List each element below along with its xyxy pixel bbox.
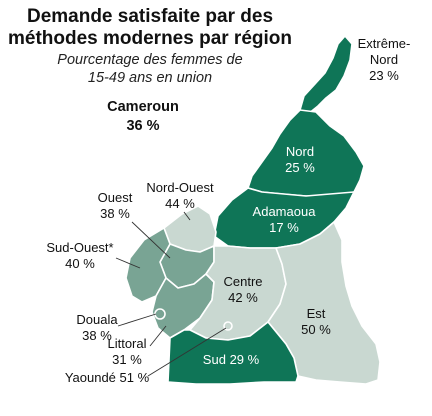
label-douala-name: Douala <box>72 312 122 328</box>
label-sud-ouest-value: 40 % <box>40 256 120 272</box>
label-ouest: Ouest 38 % <box>90 190 140 222</box>
national-name: Cameroun <box>88 98 198 117</box>
label-littoral-value: 31 % <box>100 352 154 368</box>
label-adamaoua: Adamaoua 17 % <box>244 204 324 236</box>
label-extreme-nord-name-2: Nord <box>352 52 416 68</box>
label-sud-ouest: Sud-Ouest* 40 % <box>40 240 120 272</box>
label-nord: Nord 25 % <box>270 144 330 176</box>
label-est-name: Est <box>294 306 338 322</box>
label-sud-ouest-name: Sud-Ouest* <box>40 240 120 256</box>
label-sud-value: 29 % <box>230 352 260 367</box>
label-sud-name: Sud <box>203 352 226 367</box>
label-nord-name: Nord <box>270 144 330 160</box>
label-ouest-value: 38 % <box>90 206 140 222</box>
map-subtitle-line-2: 15-49 ans en union <box>0 70 300 87</box>
label-yaounde-value: 51 % <box>120 370 150 385</box>
map-subtitle-line-1: Pourcentage des femmes de <box>0 52 300 69</box>
label-yaounde-name: Yaoundé <box>65 370 116 385</box>
leader-douala <box>118 314 156 326</box>
label-extreme-nord-name-1: Extrême- <box>352 36 416 52</box>
label-est: Est 50 % <box>294 306 338 338</box>
label-nord-ouest-value: 44 % <box>140 196 220 212</box>
label-est-value: 50 % <box>294 322 338 338</box>
region-extreme-nord[interactable] <box>300 36 352 114</box>
label-extreme-nord-value: 23 % <box>352 68 416 84</box>
region-douala[interactable] <box>155 309 165 319</box>
label-adamaoua-value: 17 % <box>244 220 324 236</box>
label-littoral-name: Littoral <box>100 336 154 352</box>
label-extreme-nord: Extrême- Nord 23 % <box>352 36 416 84</box>
label-ouest-name: Ouest <box>90 190 140 206</box>
map-title-line-2: méthodes modernes par région <box>0 28 300 50</box>
label-yaounde: Yaoundé 51 % <box>62 370 152 386</box>
map-title-line-1: Demande satisfaite par des <box>0 6 300 28</box>
label-centre: Centre 42 % <box>218 274 268 306</box>
national-value: 36 % <box>88 117 198 136</box>
label-nord-ouest: Nord-Ouest 44 % <box>140 180 220 212</box>
label-nord-ouest-name: Nord-Ouest <box>140 180 220 196</box>
label-sud: Sud 29 % <box>196 352 266 368</box>
label-nord-value: 25 % <box>270 160 330 176</box>
label-centre-value: 42 % <box>218 290 268 306</box>
label-adamaoua-name: Adamaoua <box>244 204 324 220</box>
label-littoral: Littoral 31 % <box>100 336 154 368</box>
label-centre-name: Centre <box>218 274 268 290</box>
